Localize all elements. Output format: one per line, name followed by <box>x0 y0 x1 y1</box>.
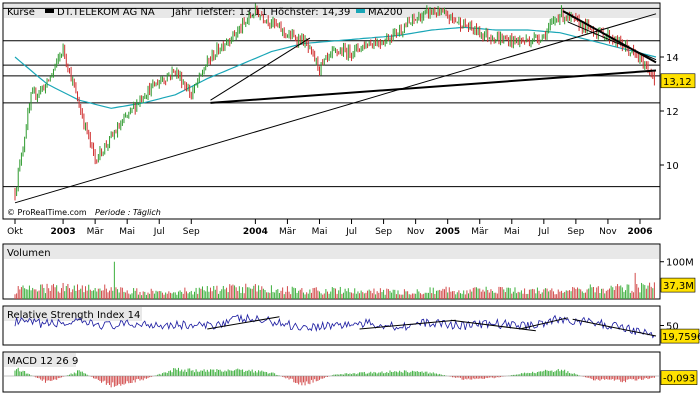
price-panel-label: Kurse <box>7 7 35 18</box>
price-xtick-label-13: Mär <box>471 227 488 237</box>
price-xtick-label-9: Jul <box>345 227 357 237</box>
volume-last-box <box>660 277 696 293</box>
volume-ytick-label-0: 100M <box>666 258 694 269</box>
price-header-bar <box>4 4 659 18</box>
legend-swatch-stock <box>45 9 54 13</box>
price-ytick-label-2: 14 <box>666 53 679 64</box>
price-xtick-label-5: Sep <box>183 227 200 237</box>
price-xtick-label-15: Jul <box>537 227 549 237</box>
price-xtick-label-0: Okt <box>7 227 23 237</box>
macd-panel: MACD 12 26 9 -0,093 <box>2 351 698 393</box>
price-xtick-label-2: Mär <box>87 227 104 237</box>
rsi-last-label: 19,7596 <box>662 332 700 343</box>
price-ytick-label-1: 12 <box>666 107 679 118</box>
volume-panel-label: Volumen <box>7 248 51 259</box>
price-xtick-label-1: 2003 <box>51 227 76 237</box>
price-xtick-label-14: Mai <box>504 227 520 237</box>
last-price-label: 13,12 <box>663 77 692 88</box>
legend-swatch-ma200 <box>356 9 365 13</box>
price-xtick-label-18: 2006 <box>627 227 652 237</box>
price-plot-area <box>2 2 661 220</box>
price-trendline-2 <box>210 69 657 104</box>
price-xtick-label-4: Jul <box>153 227 165 237</box>
price-xtick-label-10: Sep <box>375 227 392 237</box>
price-trendline-4 <box>567 21 657 61</box>
price-xtick-label-6: 2004 <box>243 227 268 237</box>
rsi-ytick-label-0: 50 <box>666 322 679 333</box>
price-trendline-0 <box>14 13 657 204</box>
legend-stock-name: DT.TELEKOM AG NA <box>57 7 155 18</box>
legend-year-range: Jahr Tiefster: 13,11 Höchster: 14,39 <box>171 7 350 18</box>
price-bars <box>14 3 655 201</box>
rsi-trendline-3 <box>519 317 568 330</box>
price-xtick-label-12: 2005 <box>435 227 460 237</box>
watermark: © ProRealTime.com <box>7 208 87 217</box>
price-xtick-label-7: Mär <box>279 227 296 237</box>
volume-panel: Volumen 100M 37,3M <box>2 243 696 300</box>
price-xtick-label-17: Nov <box>599 227 617 237</box>
legend-ma200: MA200 <box>368 7 403 18</box>
volume-last-label: 37,3M <box>663 281 694 292</box>
rsi-trendline-1 <box>359 319 456 330</box>
volume-bars <box>14 261 655 299</box>
macd-last-box <box>660 370 698 385</box>
last-price-box <box>660 73 696 89</box>
rsi-last-box <box>660 328 700 344</box>
period-label: Periode : Täglich <box>95 208 161 217</box>
macd-last-label: -0,093 <box>663 374 695 385</box>
price-trendline-3 <box>562 10 657 64</box>
price-xtick-label-11: Nov <box>407 227 425 237</box>
rsi-trendline-4 <box>572 318 657 337</box>
price-trendline-1 <box>210 37 311 101</box>
price-ytick-label-0: 10 <box>666 161 679 172</box>
price-xtick-label-3: Mai <box>119 227 135 237</box>
price-xtick-label-8: Mai <box>312 227 328 237</box>
price-panel: Kurse DT.TELEKOM AG NA Jahr Tiefster: 13,1… <box>2 2 696 237</box>
rsi-panel-label: Relative Strength Index 14 <box>7 310 140 321</box>
rsi-header-bar <box>4 307 142 321</box>
macd-bars <box>14 367 655 388</box>
rsi-trendline-0 <box>207 316 280 330</box>
price-xtick-label-16: Sep <box>567 227 584 237</box>
macd-panel-label: MACD 12 26 9 <box>7 356 78 367</box>
volume-header-bar <box>4 245 659 259</box>
macd-header-bar <box>4 353 76 367</box>
